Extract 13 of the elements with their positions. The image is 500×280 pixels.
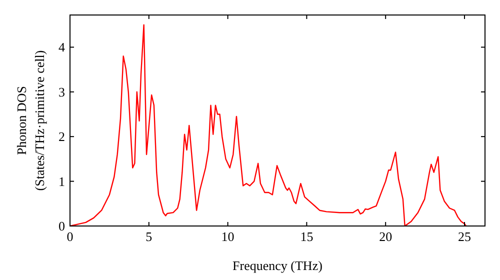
x-tick-label: 25 bbox=[458, 229, 471, 244]
line-series bbox=[70, 24, 467, 226]
x-tick-label: 15 bbox=[300, 229, 314, 244]
y-tick-label: 2 bbox=[58, 129, 65, 144]
x-tick-label: 5 bbox=[146, 229, 152, 244]
x-axis-title: Frequency (THz) bbox=[232, 258, 322, 273]
y-axis-title: Phonon DOS (States/THz·primitive cell) bbox=[14, 50, 47, 191]
y-tick-label: 0 bbox=[58, 218, 65, 234]
x-tick-label: 10 bbox=[221, 229, 234, 244]
y-tick-label: 1 bbox=[58, 174, 65, 189]
y-tick-label: 4 bbox=[58, 40, 66, 55]
y-tick-label: 3 bbox=[58, 84, 65, 100]
x-tick-label: 20 bbox=[379, 229, 392, 244]
